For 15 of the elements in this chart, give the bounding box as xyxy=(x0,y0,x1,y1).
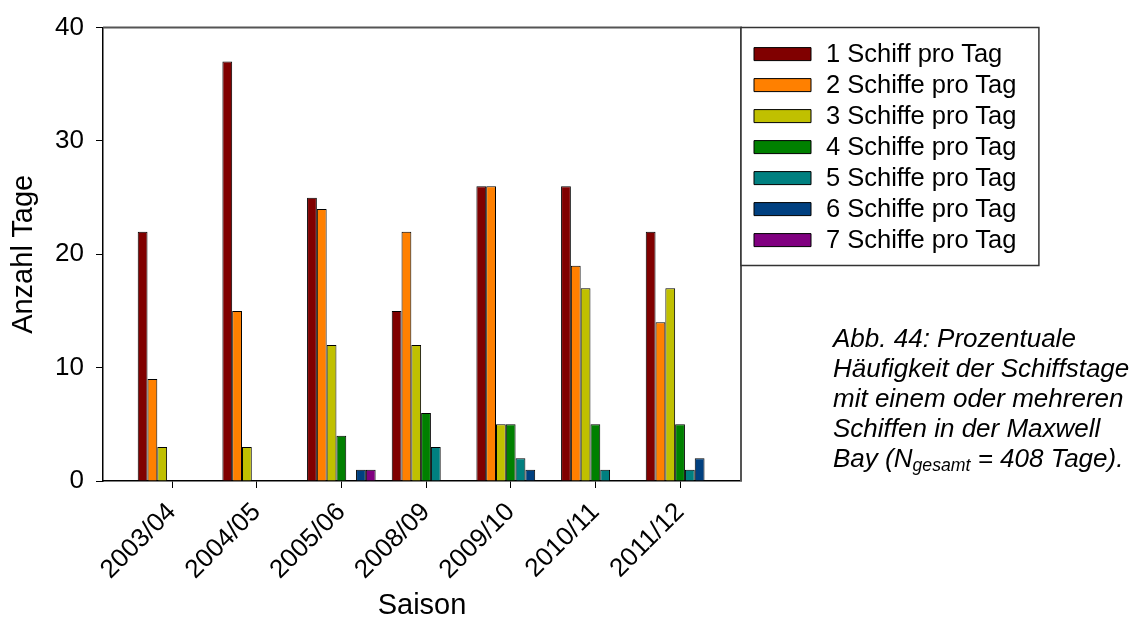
legend-label: 7 Schiffe pro Tag xyxy=(826,225,1017,254)
legend-label: 3 Schiffe pro Tag xyxy=(826,101,1017,130)
caption: Abb. 44: Prozentuale Häufigkeit der Schiffstage mit einem oder mehreren Schiffen in der Maxwell Bay (N$_{gesamt}$ = 408 Tage). xyxy=(833,323,1131,475)
legend-label: 6 Schiffe pro Tag xyxy=(826,194,1017,223)
legend-label: 2 Schiffe pro Tag xyxy=(826,70,1017,99)
y-tick-label: 10 xyxy=(55,350,84,381)
y-tick-label: 40 xyxy=(55,10,84,41)
legend-label: 5 Schiffe pro Tag xyxy=(826,163,1017,192)
y-axis-title: Anzahl Tage xyxy=(6,174,39,334)
y-tick-label: 20 xyxy=(55,237,84,268)
legend-label: 4 Schiffe pro Tag xyxy=(826,132,1017,161)
x-axis-title: Saison xyxy=(377,587,467,620)
y-tick-label: 30 xyxy=(55,124,84,155)
legend-label: 1 Schiff pro Tag xyxy=(826,39,1003,68)
y-tick-label: 0 xyxy=(69,464,84,495)
